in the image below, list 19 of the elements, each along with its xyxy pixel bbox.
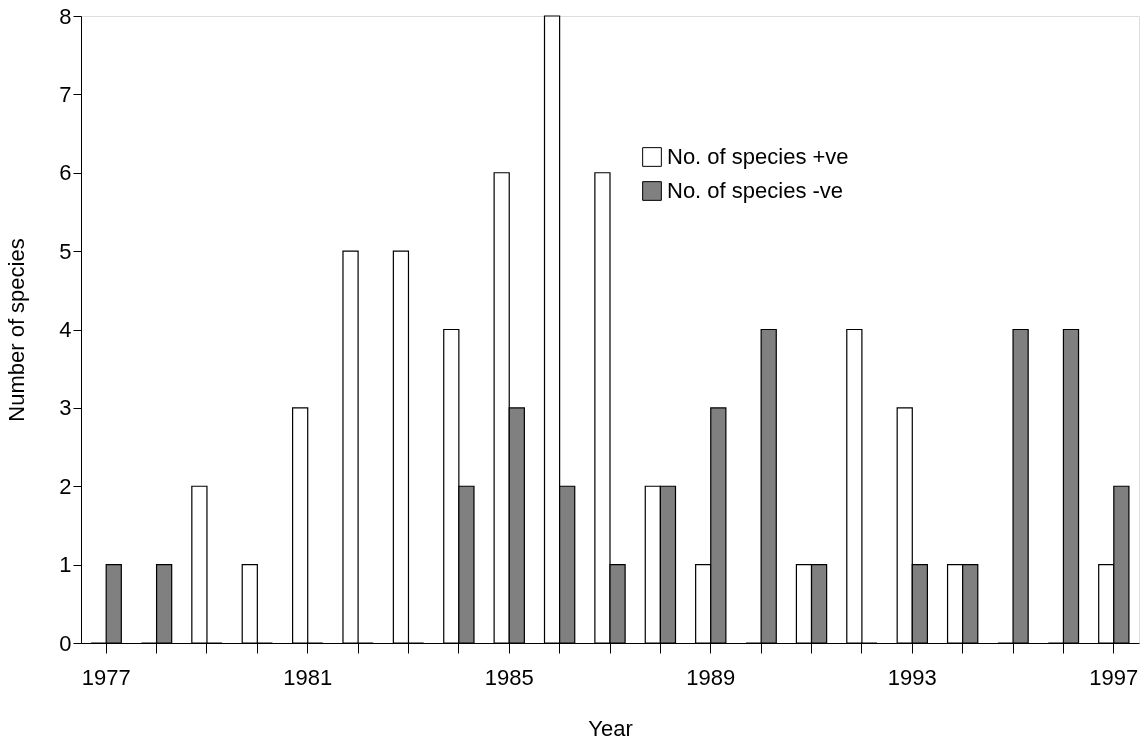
y-tick-label: 8 [59, 3, 72, 29]
y-tick-label: 6 [59, 160, 72, 186]
y-tick-label: 5 [59, 238, 72, 264]
x-tick-label: 1993 [887, 664, 937, 690]
y-tick-label: 1 [59, 552, 72, 578]
x-axis-title: Year [588, 715, 633, 741]
x-tick-label: 1997 [1089, 664, 1139, 690]
x-tick-label: 1977 [81, 664, 131, 690]
legend-label: No. of species +ve [667, 144, 849, 169]
y-tick-label: 4 [59, 317, 72, 342]
legend-label: No. of species -ve [667, 178, 844, 203]
y-tick-label: 2 [59, 473, 72, 499]
y-tick-label: 3 [59, 395, 72, 421]
x-tick-label: 1981 [283, 664, 333, 690]
x-tick-label: 1985 [484, 664, 534, 690]
x-tick-label: 1989 [686, 664, 736, 690]
y-tick-label: 0 [59, 630, 72, 656]
y-tick-label: 7 [59, 81, 72, 107]
y-axis-title: Number of species [4, 238, 30, 422]
